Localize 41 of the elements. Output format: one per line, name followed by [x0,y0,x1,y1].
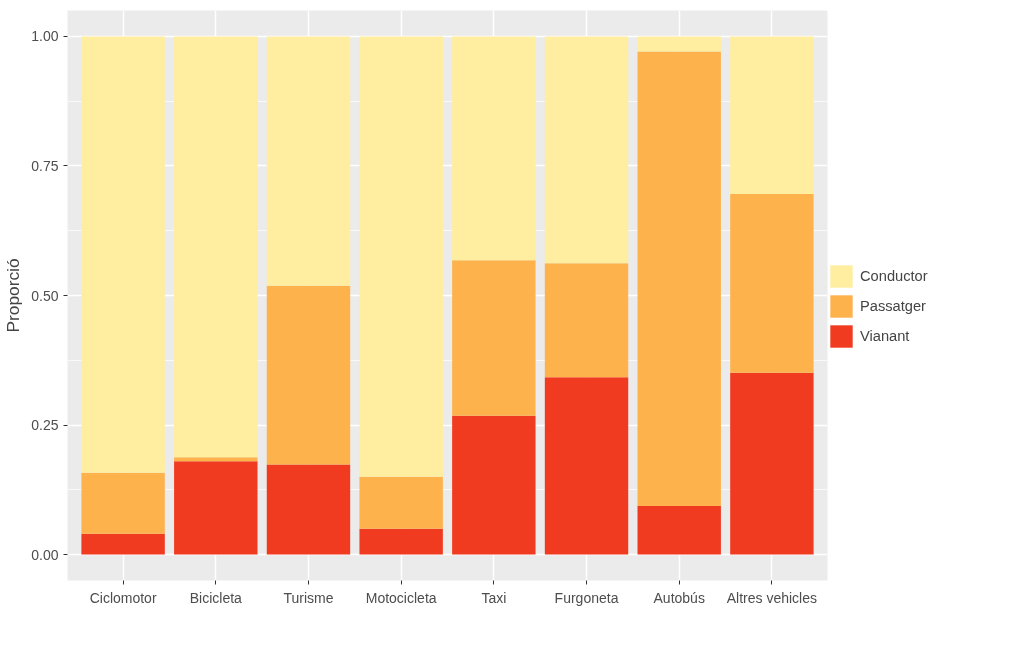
bar [174,461,258,555]
bar [266,36,351,286]
y-tick-label: 1.00 [31,28,59,45]
x-tick-label: Motocicleta [365,589,437,606]
bar [359,528,443,555]
x-tick-label: Taxi [481,589,507,606]
bar [637,51,721,506]
y-tick-label: 0.50 [31,287,59,304]
x-tick-label: Ciclomotor [89,589,157,606]
x-tick-label: Turisme [283,589,334,606]
y-axis-title: Proporció [3,258,24,333]
y-tick-label: 0.25 [31,417,59,434]
bar [81,472,165,534]
bar [359,476,443,529]
y-tick-label: 0.75 [31,157,59,174]
bar [637,505,721,555]
bar [452,260,536,416]
x-tick-label: Autobús [653,589,705,606]
bar [637,36,721,52]
legend-label: Conductor [860,268,928,284]
x-tick-label: Altres vehicles [726,589,818,606]
bar [452,36,536,261]
bar [730,372,814,555]
bar [544,263,629,378]
legend-label: Vianant [860,328,910,344]
bar [266,464,351,555]
x-tick-label: Furgoneta [554,589,619,606]
bar [544,377,629,555]
bar [730,193,814,373]
x-tick-label: Bicicleta [189,589,243,606]
bar [81,36,165,473]
bar [266,285,351,465]
legend-label: Passatger [860,298,926,314]
bar [730,36,814,194]
bar [174,457,258,462]
bar [452,415,536,555]
bar [544,36,629,264]
bar [81,533,165,555]
y-tick-label: 0.00 [31,546,59,563]
bar [174,36,258,458]
bar [359,36,443,477]
